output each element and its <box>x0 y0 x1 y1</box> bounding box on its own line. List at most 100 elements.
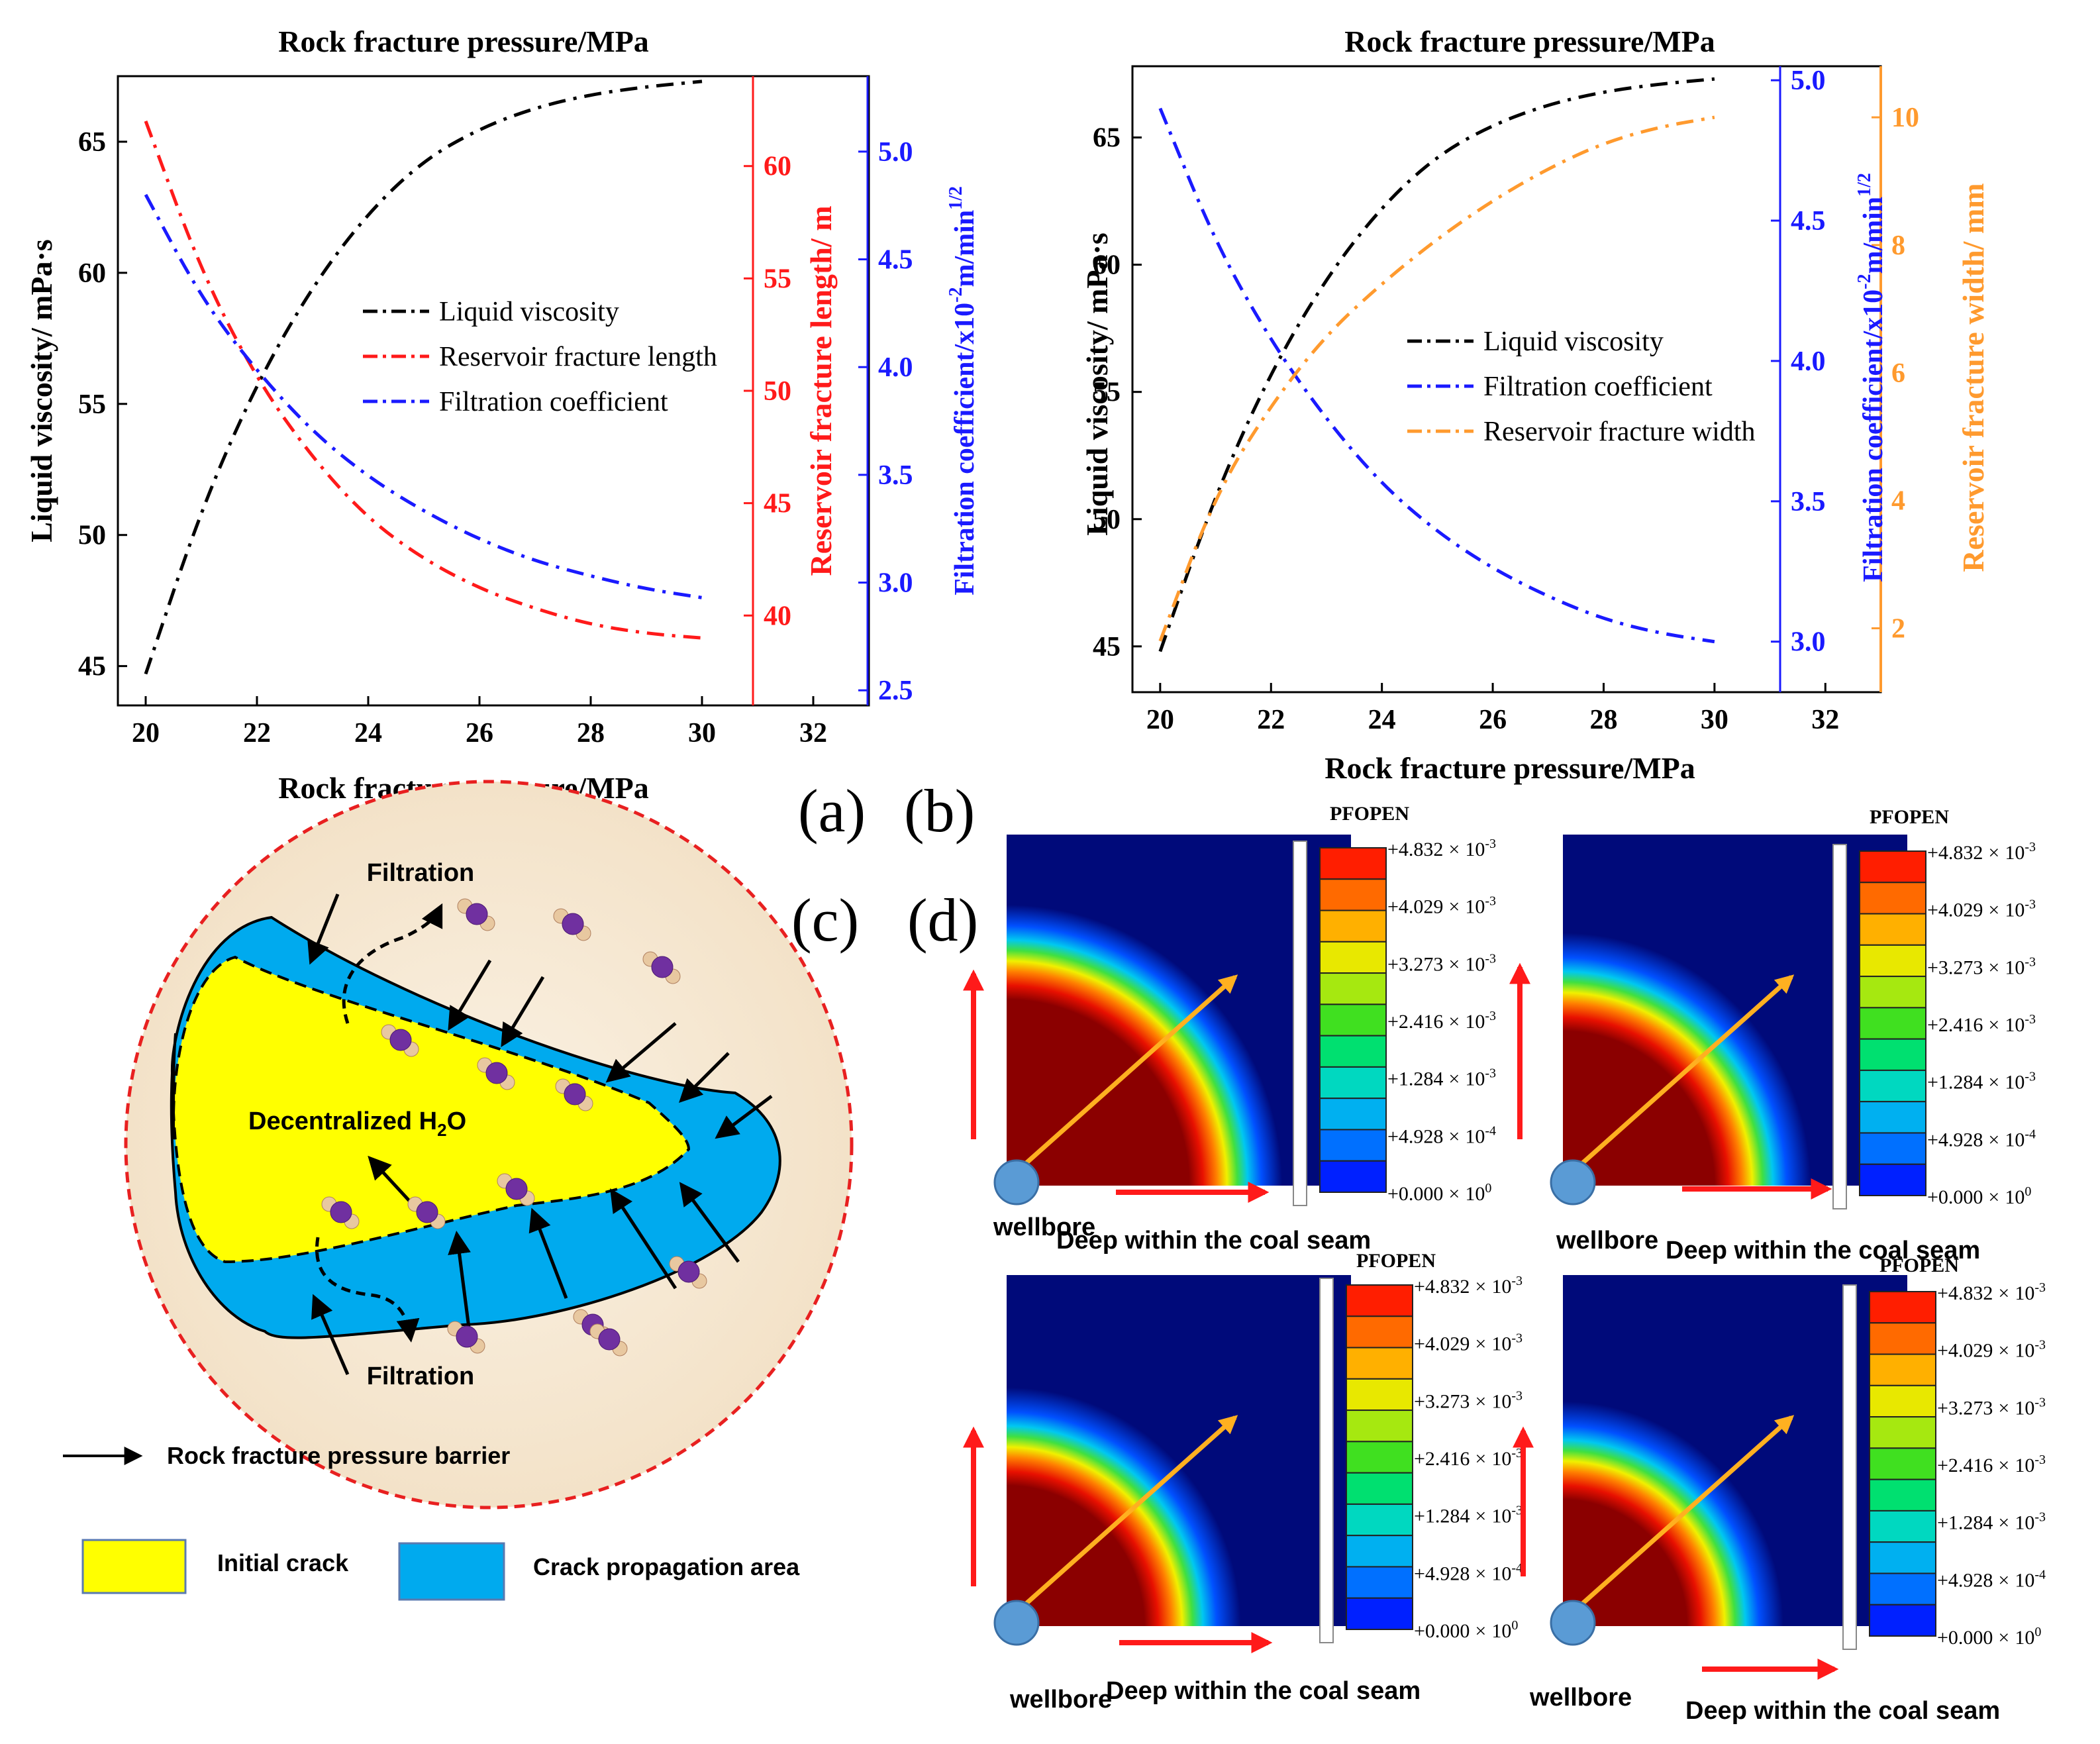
orange-diagonal-arrow <box>1021 974 1238 1168</box>
scale-label: +0.000 × 100 <box>1927 1184 2031 1208</box>
chart-a-x-ticks: 20 22 24 26 28 30 32 <box>132 696 827 748</box>
h2o-molecules <box>321 898 707 1357</box>
crack-tip-edge <box>172 1033 177 1140</box>
y-tick-label: 8 <box>1891 231 1905 261</box>
scale-label: +0.000 × 100 <box>1387 1181 1491 1205</box>
color-scale-swatch <box>1346 1441 1413 1474</box>
y-tick-label: 4.0 <box>1791 346 1826 377</box>
deep-label: Deep within the coal seam <box>1685 1697 2000 1725</box>
chart-a-ylabel-right2: Filtration coefficient/x10-2m/min1/2 <box>946 186 980 595</box>
scale-label: +2.416 × 10-3 <box>1414 1446 1523 1470</box>
chart-b-ylabel-left: Liquid viscosity/ mPa·s <box>1080 232 1114 536</box>
chart-a-series <box>144 79 703 675</box>
field-divider <box>1842 1284 1857 1650</box>
color-scale-swatch <box>1869 1291 1936 1324</box>
wellbore-label: wellbore <box>1556 1227 1658 1255</box>
color-scale-swatch <box>1319 878 1387 911</box>
scale-label: +4.029 × 10-3 <box>1927 898 2036 921</box>
scale-label: +2.416 × 10-3 <box>1927 1012 2036 1036</box>
y-tick-label: 45 <box>764 489 791 519</box>
y-tick-label: 40 <box>764 601 791 631</box>
y-tick-label: 55 <box>764 264 791 294</box>
x-tick-label: 24 <box>1368 705 1396 735</box>
y-tick-label: 3.0 <box>878 568 913 599</box>
color-scale-swatch <box>1859 1038 1926 1071</box>
chart-a-y-right1-ticks: 40 45 50 55 60 <box>744 152 791 631</box>
y-tick-label: 60 <box>1093 250 1121 281</box>
scale-label: +0.000 × 100 <box>1414 1618 1518 1642</box>
wellbore-icon <box>1550 1159 1596 1205</box>
chart-b-legend: Liquid viscosity Filtration coefficient Re… <box>1407 327 1756 447</box>
deep-label: Deep within the coal seam <box>1056 1227 1371 1255</box>
y-tick-label: 5.0 <box>878 137 913 168</box>
y-tick-label: 2.5 <box>878 676 913 706</box>
scale-label: +0.000 × 100 <box>1937 1625 2041 1649</box>
scale-label: +4.928 × 10-4 <box>1414 1561 1523 1584</box>
filtration-label-bottom: Filtration <box>367 1362 475 1390</box>
chart-a: Rock fracture pressure/MPa 20 22 24 26 28 30 3… <box>25 25 980 805</box>
pfopen-title: PFOPEN <box>1330 803 1409 825</box>
color-scale-swatch <box>1869 1353 1936 1386</box>
pressure-arrow <box>501 976 545 1048</box>
y-tick-label: 60 <box>78 258 106 289</box>
y-tick-label: 4.5 <box>878 245 913 276</box>
chart-b-series <box>1158 77 1715 652</box>
chart-a-y-left-ticks: 45 50 55 60 65 <box>78 127 127 682</box>
color-scale-swatch <box>1346 1315 1413 1349</box>
color-scale-swatch <box>1319 1098 1387 1131</box>
color-scale-swatch <box>1346 1378 1413 1411</box>
scale-label: +3.273 × 10-3 <box>1387 951 1496 975</box>
deep-label: Deep within the coal seam <box>1106 1677 1421 1705</box>
pressure-arrow <box>448 959 492 1031</box>
pressure-arrow <box>307 894 340 965</box>
pressure-arrow <box>679 1052 730 1103</box>
chart-a-frame <box>117 75 870 707</box>
color-scale-swatch <box>1346 1503 1413 1537</box>
field-divider <box>1832 844 1847 1209</box>
color-scale-swatch <box>1319 1160 1387 1194</box>
chart-a-title: Rock fracture pressure/MPa <box>278 25 649 58</box>
h2o-molecule <box>407 1196 446 1229</box>
h2o-molecule <box>321 1196 360 1229</box>
scale-label: +4.928 × 10-4 <box>1387 1123 1496 1147</box>
color-scale-swatch <box>1346 1566 1413 1599</box>
y-tick-label: 2 <box>1891 614 1905 644</box>
series-line-reservoir-fracture-length <box>144 120 703 640</box>
y-tick-label: 3.5 <box>1791 487 1826 517</box>
color-scale-swatch <box>1346 1284 1413 1317</box>
color-scale-swatch <box>1869 1604 1936 1637</box>
h2o-molecule <box>553 908 591 941</box>
color-scale-swatch <box>1346 1535 1413 1568</box>
y-tick-label: 55 <box>1093 378 1121 408</box>
chart-b: Rock fracture pressure/MPa 20 22 24 26 28 30 3… <box>1080 25 1990 785</box>
color-scale-swatch <box>1319 1003 1387 1037</box>
chart-b-title: Rock fracture pressure/MPa <box>1344 25 1715 58</box>
pressure-arrow <box>610 1188 677 1290</box>
color-scale-swatch <box>1319 941 1387 974</box>
h2o-molecule <box>447 1321 485 1354</box>
contour-panel-2: PFOPEN +4.832 × 10-3 +4.029 × 10-3 +3.273 × 10-3 +… <box>1509 806 2036 1264</box>
series-line-filtration-coefficient <box>1158 107 1715 644</box>
chart-a-ylabel-left: Liquid viscosity/ mPa·s <box>25 239 58 542</box>
legend-label: Filtration coefficient <box>1483 372 1713 402</box>
wellbore-icon <box>993 1600 1040 1646</box>
color-scale-swatch <box>1869 1541 1936 1574</box>
color-scale-swatch <box>1869 1416 1936 1449</box>
x-tick-label: 20 <box>1146 705 1174 735</box>
y-tick-label: 4.5 <box>1791 206 1826 236</box>
color-scale-swatch <box>1346 1597 1413 1631</box>
pfopen-title: PFOPEN <box>1870 806 1949 828</box>
x-tick-label: 28 <box>577 718 605 748</box>
color-scale-swatch <box>1869 1478 1936 1512</box>
chart-b-ylabel-right1: Filtration coefficient/x10-2m/min1/2 <box>1854 173 1889 582</box>
y-tick-label: 3.5 <box>878 460 913 491</box>
color-scale-swatch <box>1346 1410 1413 1443</box>
scale-label: +3.273 × 10-3 <box>1414 1388 1523 1412</box>
scale-label: +4.029 × 10-3 <box>1414 1331 1523 1355</box>
scale-label: +1.284 × 10-3 <box>1937 1510 2046 1534</box>
h2o-molecule <box>477 1057 515 1090</box>
contour-panel-4: PFOPEN +4.832 × 10-3 +4.029 × 10-3 +3.273 × 10-3 +… <box>1513 1255 2046 1725</box>
legend-label: Liquid viscosity <box>439 297 619 327</box>
x-tick-label: 22 <box>243 718 271 748</box>
